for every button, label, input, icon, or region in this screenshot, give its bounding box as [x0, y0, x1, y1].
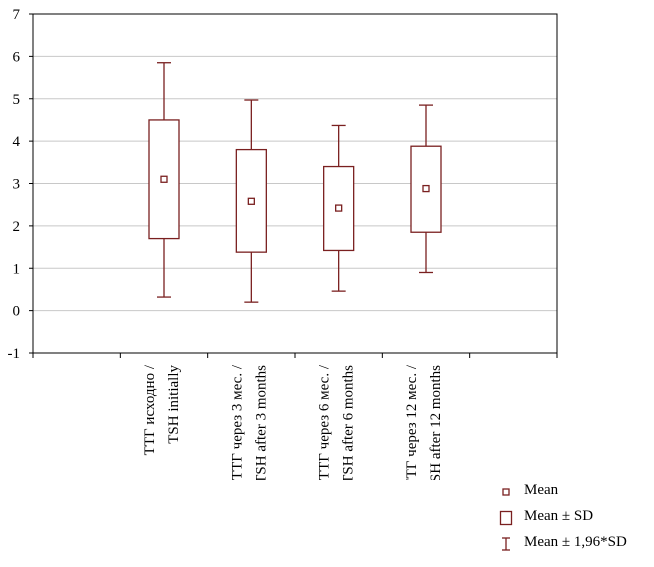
x-tick-label: ТТГ через 12 мес. / TSH after 12 months [404, 364, 444, 480]
x-tick-label-line: ТТГ через 12 мес. / [404, 364, 420, 480]
x-tick-label: ТТГ через 3 мес. / TSH after 3 months [229, 364, 269, 480]
x-tick-label-line: ТТГ исходно / [142, 364, 158, 455]
mean-marker [247, 197, 255, 205]
y-tick-label: 0 [13, 304, 21, 320]
x-tick-label-line: TSH after 12 months [428, 365, 444, 480]
x-tick-label-line: TSH after 6 months [341, 365, 357, 480]
y-tick-label: 5 [13, 92, 21, 108]
box-group [410, 104, 442, 274]
x-tick-label-line: TSH after 3 months [253, 365, 269, 480]
small-square-icon [502, 488, 510, 496]
y-tick-label: 3 [13, 177, 21, 193]
x-tick-label-line: ТТГ через 3 мес. / [229, 364, 245, 480]
box-icon [499, 510, 513, 526]
mean-marker [422, 184, 430, 193]
y-tick-label: 6 [13, 49, 21, 65]
y-axis-ticks: -1 0 1 2 3 4 5 6 7 [8, 7, 33, 362]
x-tick-label-line: ТТГ через 6 мес. / [317, 364, 333, 480]
legend: Mean Mean ± SD Mean ± 1,96*SD [498, 480, 654, 558]
y-tick-label: -1 [8, 346, 21, 362]
box-group [323, 124, 355, 292]
box-group [148, 62, 180, 298]
y-tick-label: 7 [13, 7, 21, 23]
gridlines [33, 55, 557, 312]
mean-marker [160, 175, 168, 183]
x-tick-label-line: TSH initially [166, 365, 182, 444]
x-axis-ticks: ТТГ исходно / TSH initially ТТГ через 3 ме… [32, 353, 558, 480]
legend-label-sd: Mean ± SD [524, 508, 594, 524]
whisker-icon [502, 537, 510, 551]
legend-label-mean: Mean [524, 482, 559, 498]
x-tick-label: ТТГ исходно / TSH initially [142, 364, 182, 455]
y-tick-label: 2 [13, 219, 21, 235]
boxes [148, 62, 442, 303]
legend-item-mean: Mean [498, 480, 654, 506]
box-group [235, 99, 267, 303]
y-tick-label: 4 [13, 134, 21, 150]
legend-item-sd: Mean ± SD [498, 506, 654, 532]
legend-item-ci: Mean ± 1,96*SD [498, 532, 654, 558]
legend-label-ci: Mean ± 1,96*SD [524, 534, 627, 550]
mean-marker [335, 204, 343, 212]
y-tick-label: 1 [13, 261, 21, 277]
x-tick-label: ТТГ через 6 мес. / TSH after 6 months [317, 364, 357, 480]
